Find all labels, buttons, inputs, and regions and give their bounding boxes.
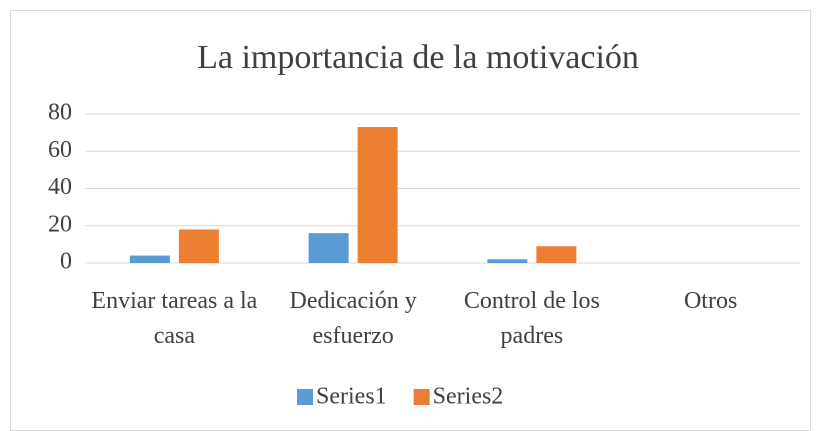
x-tick-label: Control de los padres <box>463 288 600 349</box>
chart-title: La importancia de la motivación <box>197 39 639 76</box>
y-tick-label: 60 <box>48 137 72 163</box>
y-tick-label: 40 <box>48 174 72 200</box>
bar <box>308 233 349 263</box>
legend-swatch <box>297 389 313 405</box>
y-tick-label: 0 <box>60 249 72 275</box>
x-tick-label: Enviar tareas a la casa <box>91 288 258 349</box>
bar <box>129 255 170 263</box>
legend-label: Series1 <box>316 384 387 410</box>
x-tick-label: Otros <box>683 288 738 314</box>
bar <box>178 229 219 263</box>
y-tick-label: 20 <box>48 211 72 237</box>
bar <box>487 259 528 263</box>
bar <box>357 127 398 263</box>
y-tick-label: 80 <box>48 100 72 126</box>
legend-label: Series2 <box>433 384 504 410</box>
x-tick-label: Dedicación y esfuerzo <box>289 288 417 349</box>
legend-swatch <box>413 389 430 405</box>
bar <box>536 246 577 263</box>
